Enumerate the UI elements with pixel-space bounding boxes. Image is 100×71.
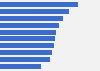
Bar [0, 9, 70, 14]
Bar [0, 64, 41, 69]
Bar [0, 50, 52, 55]
Bar [0, 23, 59, 28]
Bar [0, 16, 63, 21]
Bar [0, 30, 56, 35]
Bar [0, 2, 78, 7]
Bar [0, 57, 50, 62]
Bar [0, 36, 55, 41]
Bar [0, 43, 54, 48]
